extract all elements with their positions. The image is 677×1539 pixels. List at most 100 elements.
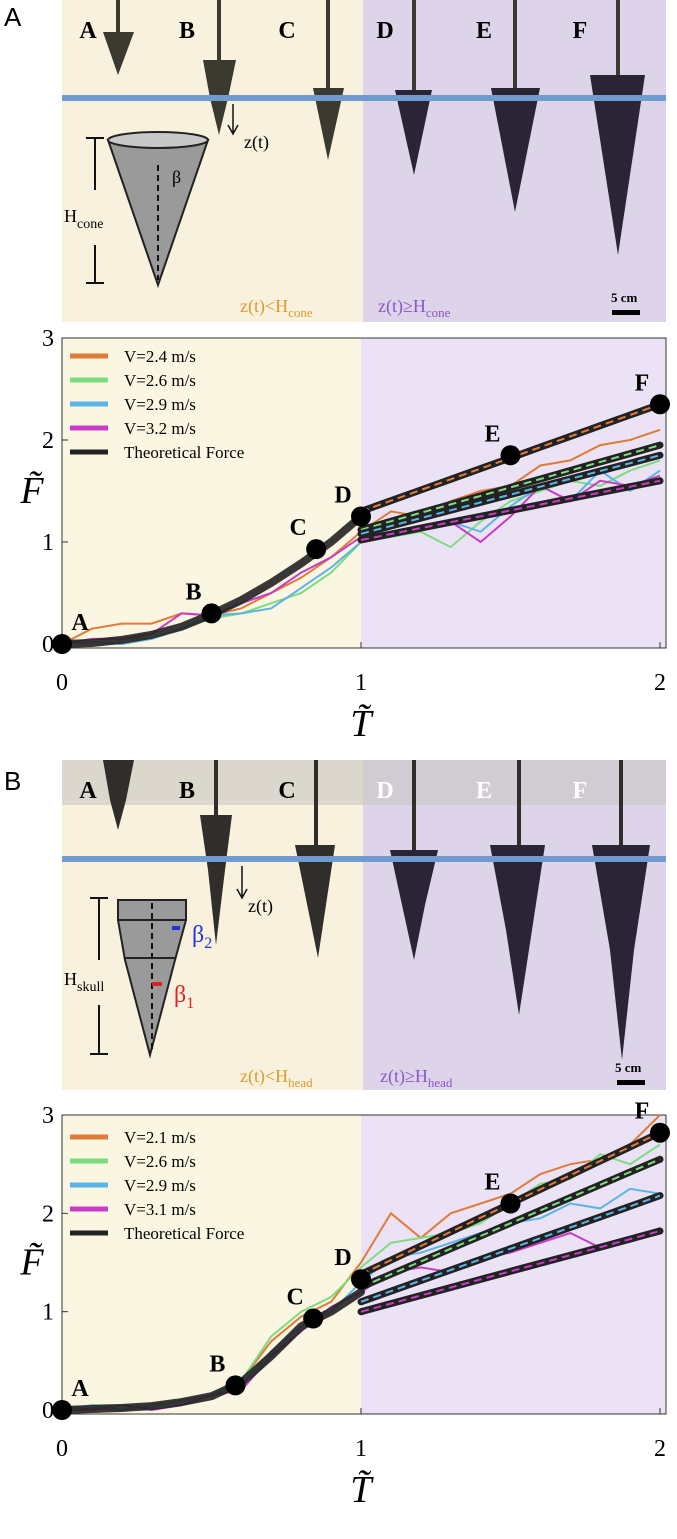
y-axis-label: F̃ <box>19 1242 44 1284</box>
scale-bar <box>617 1080 645 1085</box>
legend-label: V=3.2 m/s <box>124 419 196 438</box>
point-label: A <box>71 1376 89 1402</box>
z-arrow <box>227 104 239 136</box>
x-tick-label: 0 <box>56 670 68 696</box>
c-sub: head <box>428 1075 453 1090</box>
x-tick-label: 0 <box>56 1436 68 1462</box>
legend-label: Theoretical Force <box>124 1224 244 1243</box>
panel-label: B <box>4 766 21 796</box>
frame-label: C <box>278 778 295 804</box>
region-left <box>62 1115 361 1414</box>
point-label: C <box>286 1285 303 1311</box>
legend-label: V=2.1 m/s <box>124 1128 196 1147</box>
point-label: F <box>635 1099 650 1125</box>
height-bracket <box>90 897 108 1055</box>
scale-bar <box>612 310 640 315</box>
y-tick-label: 2 <box>42 428 54 454</box>
frame-label: F <box>573 778 588 804</box>
scale-label: 5 cm <box>611 290 638 305</box>
x-axis-label: T̃ <box>350 703 374 745</box>
b: β <box>174 982 186 1008</box>
point <box>650 394 670 415</box>
beta2-mark <box>172 926 180 930</box>
legend-label: V=2.6 m/s <box>124 371 196 390</box>
point-label: B <box>209 1351 225 1377</box>
skulls <box>103 760 650 1060</box>
frame-label: A <box>79 778 97 804</box>
z-arrow <box>236 866 248 900</box>
x-tick-label: 2 <box>654 670 666 696</box>
point <box>52 634 72 654</box>
frame-label: E <box>476 18 492 44</box>
point-label: D <box>334 1245 351 1271</box>
h: H <box>64 969 77 989</box>
z-label: z(t) <box>248 896 273 917</box>
point <box>351 506 371 527</box>
height-label: Hcone <box>64 206 103 232</box>
right-caption: z(t)≥Hcone <box>378 296 451 320</box>
frame-label: B <box>179 778 195 804</box>
point <box>351 1269 371 1290</box>
fit-line <box>360 1194 661 1303</box>
legend-label: V=2.9 m/s <box>124 395 196 414</box>
legend-label: V=2.4 m/s <box>124 347 196 366</box>
frame-label: D <box>376 18 393 44</box>
y-tick-label: 3 <box>42 1103 54 1129</box>
c-sub: cone <box>426 305 451 320</box>
h: H <box>64 206 77 226</box>
axes-frame <box>61 337 667 649</box>
c: z(t)<H <box>240 296 288 317</box>
fit-line <box>360 1158 661 1289</box>
point <box>306 539 327 560</box>
frame-label: A <box>79 18 97 44</box>
frame-label: E <box>476 778 492 804</box>
legend-label: V=2.9 m/s <box>124 1176 196 1195</box>
x-tick-label: 1 <box>355 670 367 696</box>
y-axis-label: F̃ <box>19 470 44 512</box>
axes-frame <box>61 1114 667 1415</box>
fit-line <box>360 1131 661 1276</box>
right-caption: z(t)≥Hhead <box>380 1066 453 1090</box>
c-sub: cone <box>288 305 313 320</box>
point <box>303 1308 324 1329</box>
c-sub: head <box>288 1075 313 1090</box>
c: z(t)≥H <box>378 296 426 317</box>
region-left <box>62 338 361 648</box>
scale-label: 5 cm <box>615 1060 642 1075</box>
point <box>225 1375 246 1396</box>
legend-label: V=3.1 m/s <box>124 1200 196 1219</box>
strip-top <box>62 760 666 805</box>
z-label: z(t) <box>244 132 269 153</box>
frame-label: C <box>278 18 295 44</box>
y-tick-label: 1 <box>42 1300 54 1326</box>
point-label: F <box>635 370 650 396</box>
x-tick-label: 1 <box>355 1436 367 1462</box>
b: β <box>192 922 204 948</box>
left-caption: z(t)<Hhead <box>240 1066 313 1090</box>
surface-line <box>62 856 666 862</box>
fit-line-under <box>357 1227 664 1316</box>
y-tick-label: 3 <box>42 326 54 352</box>
height-label: Hskull <box>64 969 104 995</box>
x-axis-label: T̃ <box>350 1469 374 1511</box>
y-tick-label: 0 <box>42 632 54 658</box>
b-sub: 2 <box>204 935 212 952</box>
h-sub: cone <box>77 217 103 232</box>
point <box>201 603 222 624</box>
height-bracket <box>86 137 104 284</box>
cone-top <box>107 131 209 149</box>
point-label: E <box>484 421 500 447</box>
point-label: A <box>71 610 89 636</box>
fit-line-under <box>357 441 664 534</box>
legend-label: V=2.6 m/s <box>124 1152 196 1171</box>
point <box>500 445 521 466</box>
frame-label: D <box>376 778 393 804</box>
angle-label: β1 <box>174 982 194 1012</box>
frame-label: B <box>179 18 195 44</box>
c: z(t)<H <box>240 1066 288 1087</box>
point <box>52 1400 72 1420</box>
fit-line-under <box>357 451 664 538</box>
y-tick-label: 1 <box>42 530 54 556</box>
